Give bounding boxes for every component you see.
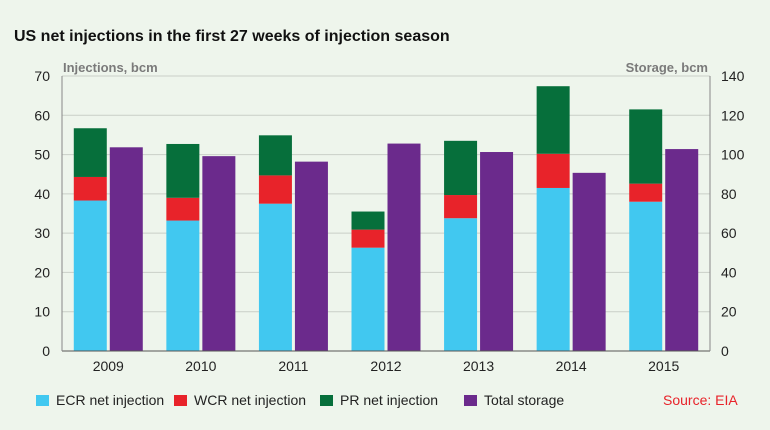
bar-ecr (166, 220, 200, 351)
x-tick-label: 2012 (370, 358, 401, 374)
legend-item-total: Total storage (464, 392, 564, 408)
y-tick-label-left: 50 (34, 147, 50, 163)
bar-ecr (536, 187, 570, 351)
source-note: Source: EIA (663, 392, 738, 408)
y-tick-label-right: 80 (721, 186, 737, 202)
bar-ecr (351, 247, 385, 351)
legend-item-pr: PR net injection (320, 392, 438, 408)
y-axis-title-right: Storage, bcm (626, 60, 708, 75)
bar-wcr (444, 195, 478, 219)
y-tick-label-right: 40 (721, 264, 737, 280)
y-tick-label-right: 60 (721, 225, 737, 241)
bar-total-storage (109, 147, 143, 351)
x-tick-label: 2013 (463, 358, 494, 374)
bar-ecr (444, 218, 478, 351)
y-tick-label-left: 60 (34, 107, 50, 123)
bar-wcr (351, 229, 385, 248)
chart-legend: ECR net injection WCR net injection PR n… (36, 392, 756, 410)
y-tick-label-left: 20 (34, 264, 50, 280)
x-tick-label: 2014 (556, 358, 587, 374)
bar-pr (444, 140, 478, 196)
bar-total-storage (480, 152, 514, 351)
y-tick-label-right: 140 (721, 68, 745, 84)
bar-ecr (258, 203, 292, 351)
legend-item-wcr: WCR net injection (174, 392, 306, 408)
bar-total-storage (387, 143, 421, 351)
legend-swatch-total (464, 394, 477, 406)
legend-label-wcr: WCR net injection (194, 392, 307, 408)
y-tick-label-left: 70 (34, 68, 50, 84)
bar-pr (258, 135, 292, 176)
bar-pr (73, 128, 107, 177)
bar-pr (536, 86, 570, 154)
chart-title: US net injections in the first 27 weeks … (14, 28, 450, 45)
bar-total-storage (294, 161, 328, 351)
bar-wcr (166, 197, 200, 221)
y-tick-label-right: 120 (721, 107, 745, 123)
y-tick-label-left: 10 (34, 304, 50, 320)
x-tick-label: 2010 (185, 358, 216, 374)
chart-plot: 0 10 20 30 40 50 60 70 0 20 40 60 80 100 120 140 Injecti… (34, 60, 745, 374)
x-tick-label: 2015 (648, 358, 679, 374)
legend-swatch-pr (320, 394, 333, 406)
x-tick-label: 2009 (93, 358, 124, 374)
bar-total-storage (572, 172, 606, 351)
legend-label-ecr: ECR net injection (56, 392, 165, 408)
legend-swatch-wcr (174, 394, 187, 406)
bar-pr (166, 143, 200, 198)
plot-area (62, 76, 710, 351)
bar-ecr (629, 201, 663, 351)
bar-wcr (629, 183, 663, 202)
bar-wcr (258, 175, 292, 204)
legend-item-ecr: ECR net injection (36, 392, 164, 408)
y-tick-label-right: 20 (721, 304, 737, 320)
y-axis-title-left: Injections, bcm (63, 60, 158, 75)
bar-total-storage (202, 156, 236, 351)
bar-pr (351, 211, 385, 230)
bar-total-storage (665, 149, 699, 351)
y-tick-label-right: 100 (721, 147, 745, 163)
legend-label-pr: PR net injection (340, 392, 439, 408)
bar-ecr (73, 200, 107, 351)
y-tick-label-left: 30 (34, 225, 50, 241)
y-tick-label-left: 40 (34, 186, 50, 202)
legend-label-total: Total storage (484, 392, 565, 408)
bar-wcr (73, 176, 107, 201)
legend-swatch-ecr (36, 394, 49, 406)
y-tick-label-right: 0 (721, 343, 729, 359)
y-tick-label-left: 0 (42, 343, 50, 359)
x-tick-label: 2011 (278, 358, 308, 374)
bar-wcr (536, 153, 570, 188)
bar-pr (629, 109, 663, 184)
